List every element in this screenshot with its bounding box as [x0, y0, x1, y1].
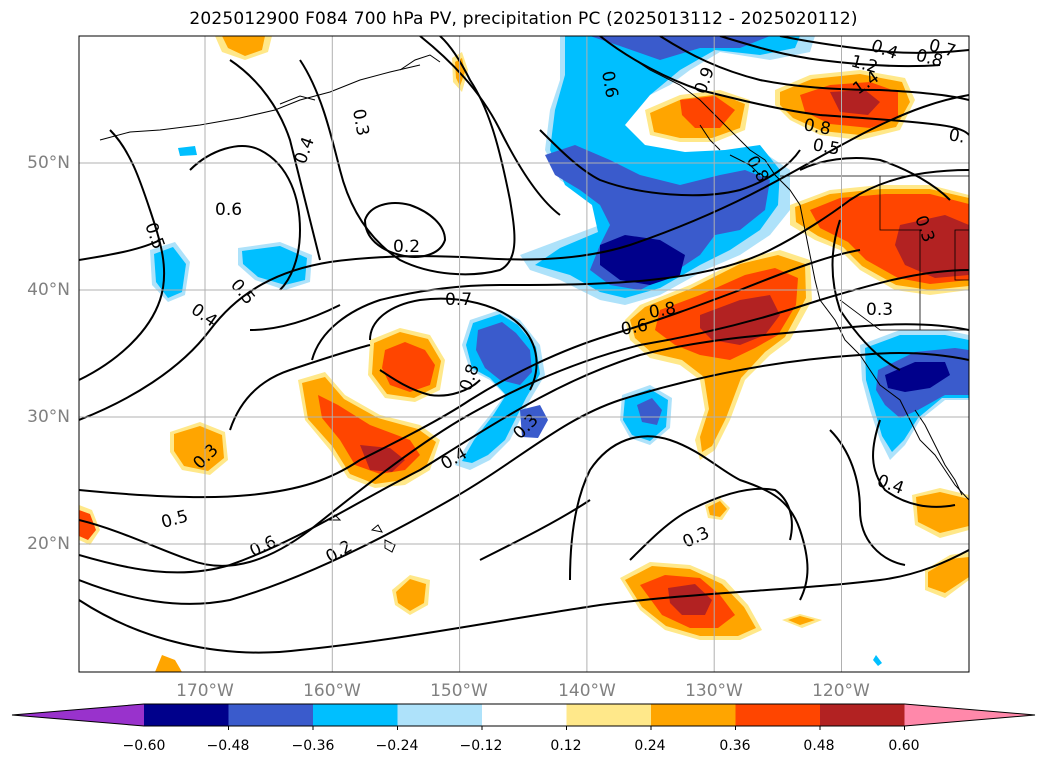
contour-label: 0.5	[811, 135, 841, 159]
colorbar-tick: −0.60	[122, 738, 166, 754]
contour-label: 0.	[947, 125, 966, 148]
contour-label: 0.7	[445, 290, 472, 310]
lat-label: 20°N	[27, 534, 70, 554]
contour-label: 0.8	[802, 115, 832, 139]
colorbar-segment	[566, 704, 652, 726]
lon-label: 150°W	[430, 681, 488, 701]
colorbar	[11, 703, 1036, 730]
lon-label: 160°W	[303, 681, 361, 701]
colorbar-segment	[651, 704, 736, 726]
colorbar-segment	[735, 704, 821, 726]
colorbar-outline	[11, 703, 1036, 727]
colorbar-tick: −0.48	[206, 738, 250, 754]
colorbar-tick: 0.12	[550, 738, 582, 754]
lat-label: 30°N	[27, 407, 70, 427]
contour-label: 0.3	[866, 300, 893, 320]
precip-shading	[79, 36, 969, 672]
map-gridlines	[79, 36, 969, 672]
colorbar-segment	[397, 704, 483, 726]
lon-label: 120°W	[812, 681, 870, 701]
colorbar-tick: −0.36	[291, 738, 335, 754]
map-panel: 0.7 0.8 1.2 1.4 0.6 0.8 0.5 0. 0.9 0.3 0…	[78, 35, 970, 673]
map-frame	[78, 35, 970, 673]
state-borders	[780, 175, 969, 331]
colorbar-segment	[313, 704, 398, 726]
contour-label: 0.8	[647, 299, 677, 323]
lon-label: 140°W	[558, 681, 616, 701]
colorbar-tick: 0.36	[719, 738, 751, 754]
contour-label: 0.6	[597, 69, 621, 99]
colorbar-segment	[482, 704, 567, 726]
colorbar-extend-high	[904, 704, 1035, 726]
contour-label: 0.6	[619, 316, 649, 340]
contour-label: 0.2	[393, 237, 420, 257]
colorbar-tick: 0.24	[634, 738, 666, 754]
contour-label: 0.6	[215, 200, 242, 220]
lat-label: 50°N	[27, 153, 70, 173]
lat-label: 40°N	[27, 280, 70, 300]
lon-label: 130°W	[685, 681, 743, 701]
colorbar-segment	[820, 704, 905, 726]
lon-label: 170°W	[176, 681, 234, 701]
colorbar-segment	[228, 704, 314, 726]
map-title: 2025012900 F084 700 hPa PV, precipitatio…	[189, 9, 858, 29]
coastlines	[99, 49, 969, 553]
colorbar-tick: −0.24	[375, 738, 419, 754]
colorbar-segment	[144, 704, 229, 726]
colorbar-tick: 0.48	[803, 738, 835, 754]
colorbar-tick: 0.60	[888, 738, 920, 754]
contour-label: 0.3	[348, 107, 372, 137]
colorbar-tick: −0.12	[459, 738, 503, 754]
colorbar-extend-low	[12, 704, 144, 726]
